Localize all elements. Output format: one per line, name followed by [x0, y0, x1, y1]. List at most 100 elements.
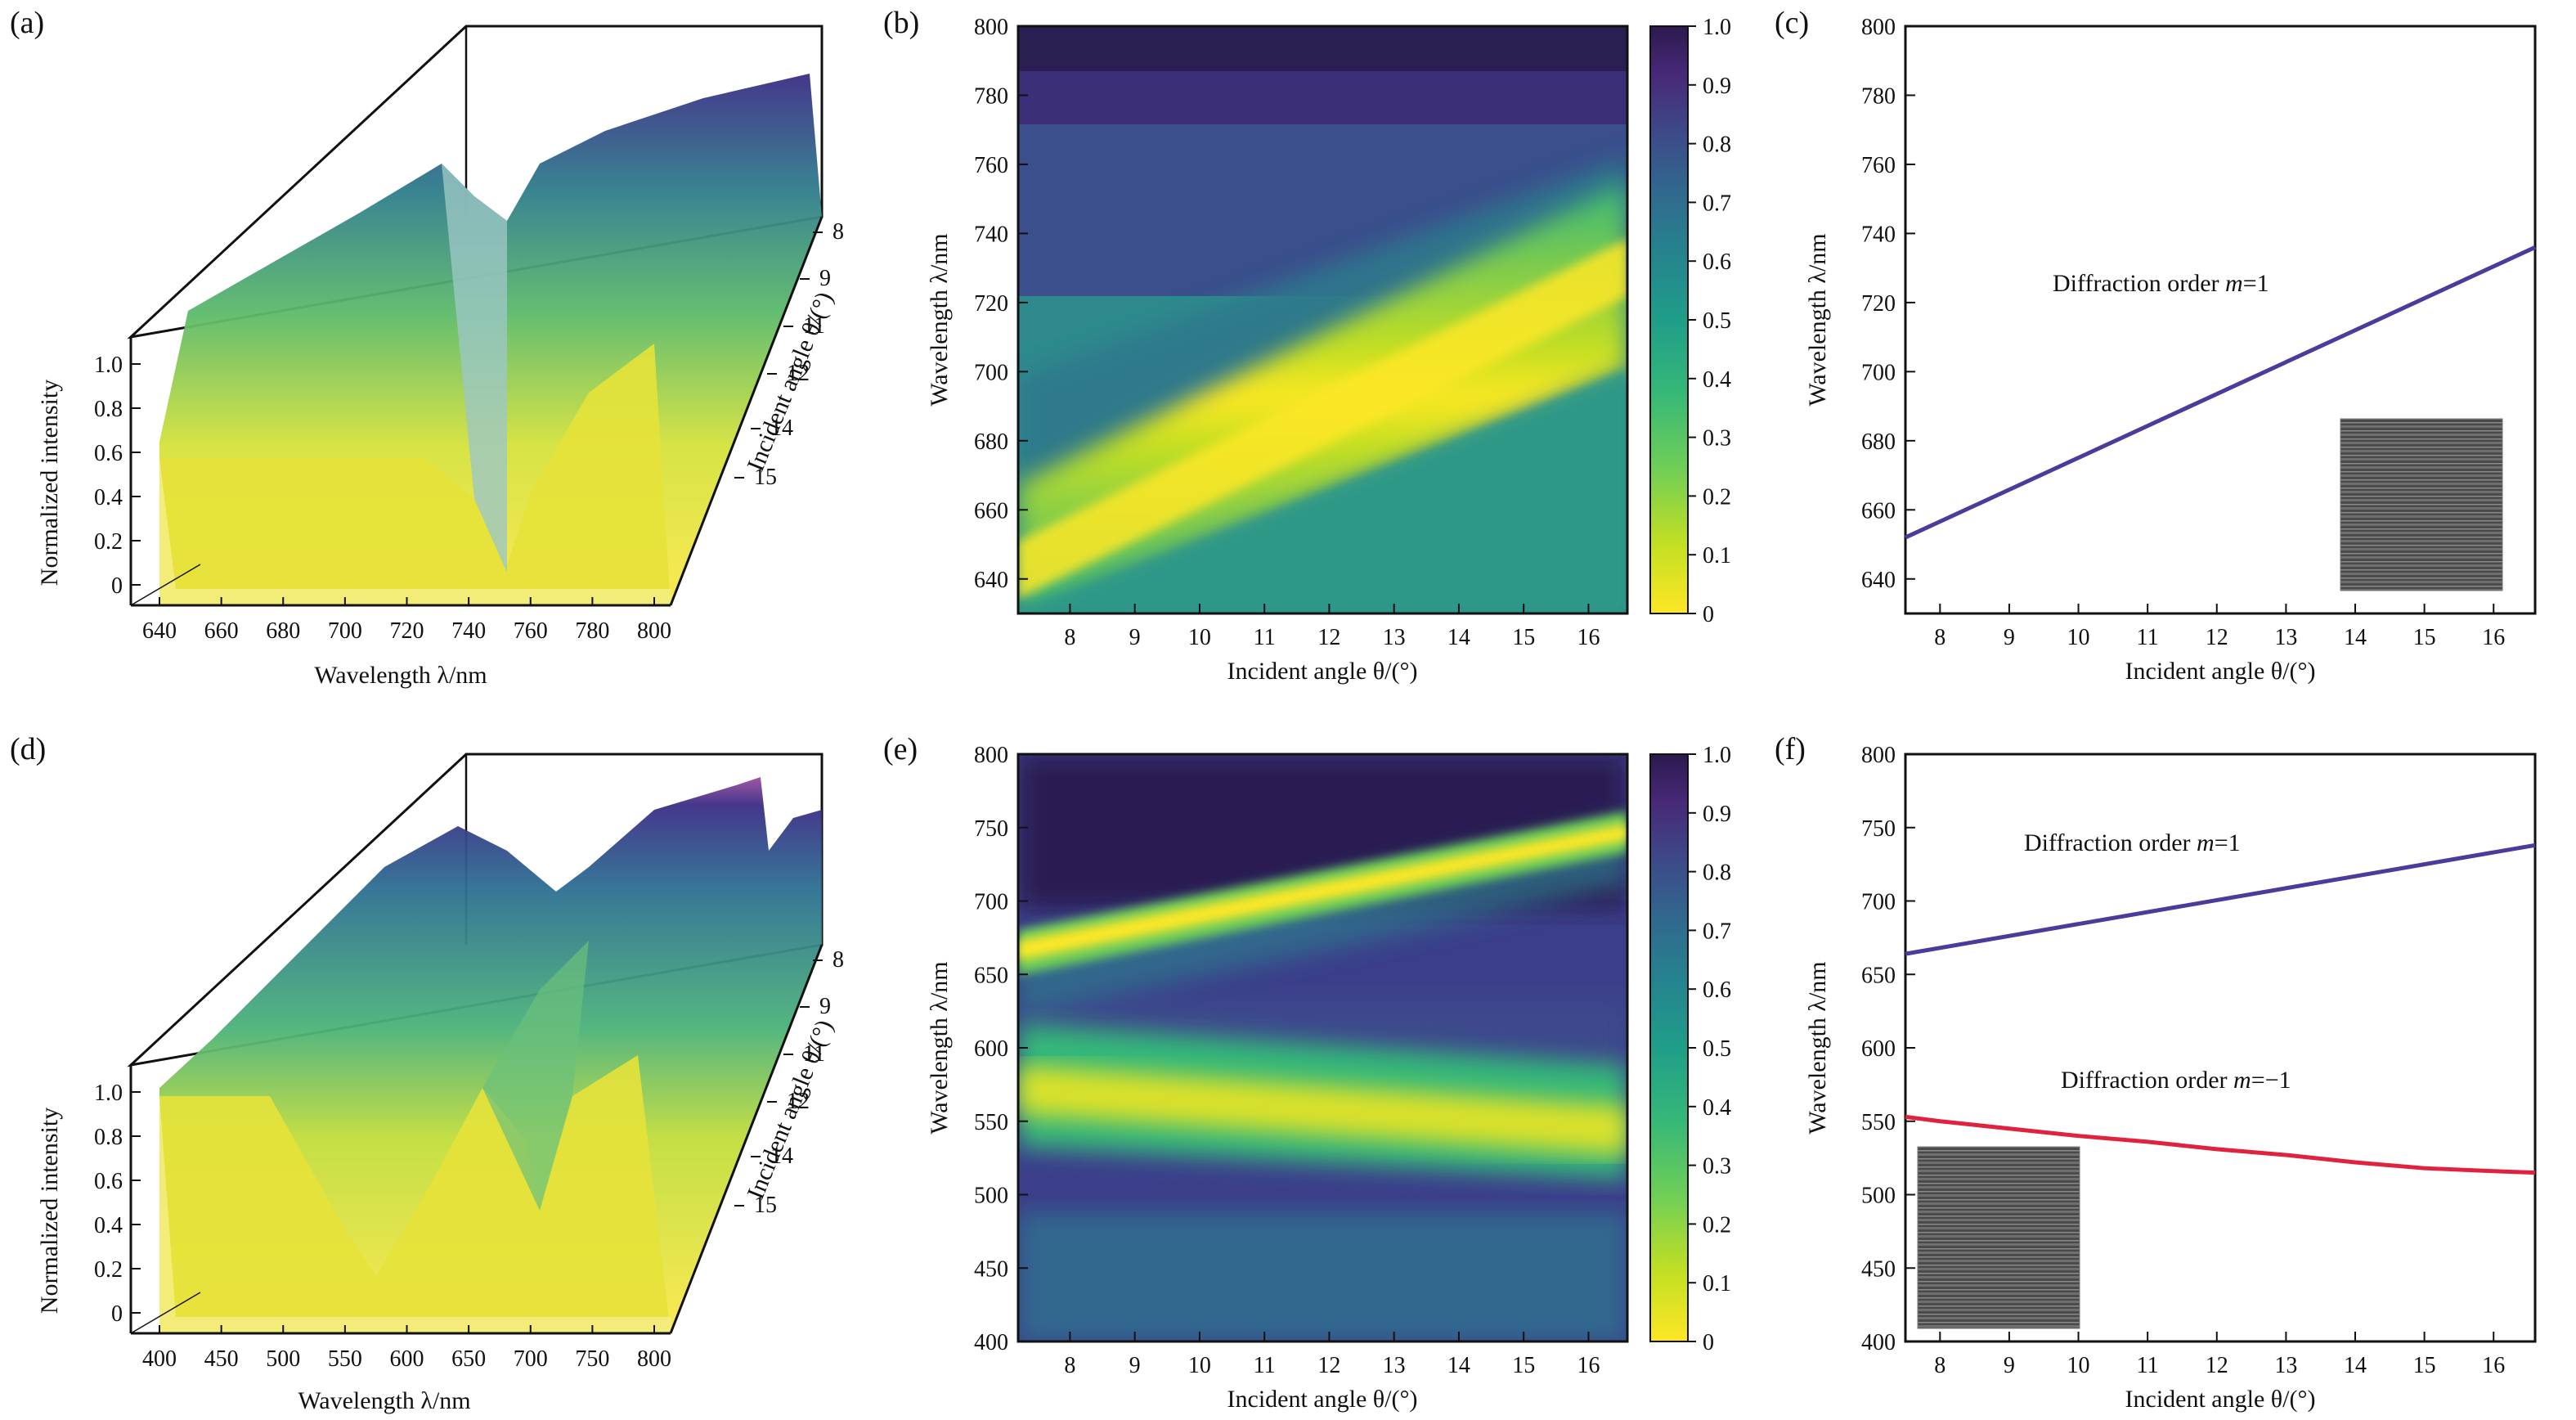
panel-label-d: (d) — [10, 732, 46, 766]
axis-b-x-ticks: 8 9 10 11 12 13 14 15 16 — [1064, 604, 1600, 650]
panel-label-e: (e) — [883, 732, 918, 766]
y-tick-label: 720 — [1861, 291, 1896, 317]
angle-tick-label: 15 — [754, 1193, 777, 1218]
axis-d-xlabel: Wavelength λ/nm — [298, 1387, 470, 1414]
x-tick-label: 600 — [390, 1346, 424, 1372]
y-tick-label: 700 — [974, 890, 1008, 915]
colorbar-tick-label: 0.5 — [1703, 308, 1731, 334]
x-tick-label: 13 — [2274, 625, 2297, 650]
annotation-f-m1: Diffraction order m=1 — [2024, 829, 2241, 856]
colorbar-tick-label: 0.5 — [1703, 1036, 1731, 1062]
x-tick-label: 15 — [2413, 1353, 2436, 1378]
y-tick-label: 500 — [1861, 1184, 1896, 1209]
x-tick-label: 700 — [514, 1346, 548, 1372]
x-tick-label: 8 — [1934, 625, 1945, 650]
angle-tick-label: 8 — [832, 947, 844, 973]
x-tick-label: 15 — [2413, 625, 2436, 650]
angle-tick-label: 9 — [819, 266, 831, 291]
y-tick-label: 680 — [974, 429, 1008, 455]
colorbar-tick-label: 0.3 — [1703, 426, 1731, 452]
x-tick-label: 760 — [514, 618, 548, 644]
angle-tick-label: 9 — [819, 994, 831, 1019]
panel-label-b: (b) — [883, 6, 919, 40]
x-tick-label: 12 — [2206, 625, 2228, 650]
axis-c-xlabel: Incident angle θ/(°) — [2125, 658, 2316, 685]
y-tick-label: 700 — [1861, 360, 1896, 385]
axis-a-ylabel: Normalized intensity — [36, 380, 63, 586]
colorbar-tick-label: 0.8 — [1703, 861, 1731, 886]
y-tick-label: 600 — [1861, 1036, 1896, 1062]
x-tick-label: 12 — [1317, 625, 1340, 650]
y-tick-label: 800 — [1861, 15, 1896, 40]
series-line-m1 — [1905, 843, 2536, 956]
y-tick-label: 0.6 — [94, 1169, 123, 1194]
colorbar-tick-label: 0.1 — [1703, 1271, 1731, 1296]
y-tick-label: 700 — [1861, 890, 1896, 915]
axis-d-ylabel: Normalized intensity — [36, 1108, 63, 1314]
y-tick-label: 740 — [1861, 222, 1896, 247]
axis-b-xlabel: Incident angle θ/(°) — [1227, 658, 1418, 685]
y-tick-label: 650 — [1861, 963, 1896, 988]
colorbar-tick-label: 0.3 — [1703, 1154, 1731, 1180]
axis-e-ylabel: Wavelength λ/nm — [926, 961, 953, 1134]
colorbar-tick-label: 0.4 — [1703, 367, 1731, 393]
x-tick-label: 500 — [266, 1346, 300, 1372]
x-tick-label: 10 — [2067, 625, 2090, 650]
y-tick-label: 450 — [1861, 1256, 1896, 1282]
y-tick-label: 0.8 — [94, 397, 123, 422]
y-tick-label: 0 — [111, 1301, 123, 1327]
x-tick-label: 13 — [1383, 1353, 1406, 1378]
panel-c: (c) 8 9 10 11 12 13 14 15 16 640 660 680 700 720 740 7… — [1775, 6, 2537, 685]
series-line-m-1 — [1905, 1114, 2536, 1175]
axis-e-y-ticks: 400 450 500 550 600 650 700 750 800 — [974, 743, 1028, 1355]
colorbar-b-ticks: 0 0.1 0.2 0.3 0.4 0.5 0.6 0.7 0.8 0.9 1.0 — [1688, 15, 1731, 627]
x-tick-label: 9 — [2004, 1353, 2015, 1378]
x-tick-label: 780 — [575, 618, 609, 644]
series-c — [1904, 245, 2537, 540]
axis-f-ylabel: Wavelength λ/nm — [1804, 961, 1831, 1134]
axis-d-y-ticks: 0 0.2 0.4 0.6 0.8 1.0 — [94, 1081, 141, 1327]
axis-f-x-ticks: 8 9 10 11 12 13 14 15 16 — [1934, 1332, 2505, 1378]
colorbar-e-ticks: 0 0.1 0.2 0.3 0.4 0.5 0.6 0.7 0.8 0.9 1.0 — [1688, 743, 1731, 1355]
x-tick-label: 15 — [1512, 625, 1535, 650]
panel-b: (b) 8 9 10 11 12 13 14 15 16 640 660 680 700 720 740 7… — [883, 6, 1731, 685]
x-tick-label: 680 — [266, 618, 300, 644]
y-tick-label: 640 — [974, 568, 1008, 593]
x-tick-label: 550 — [328, 1346, 362, 1372]
axis-a-xlabel: Wavelength λ/nm — [314, 662, 487, 689]
y-tick-label: 0 — [111, 573, 123, 599]
y-tick-label: 640 — [1861, 568, 1896, 593]
panel-label-f: (f) — [1775, 732, 1806, 766]
angle-tick-label: 8 — [832, 219, 844, 245]
x-tick-label: 720 — [390, 618, 424, 644]
panel-e: (e) 8 9 10 11 12 13 14 15 16 400 450 500 550 600 650 7… — [883, 732, 1731, 1413]
x-tick-label: 8 — [1934, 1353, 1945, 1378]
grating-image — [2340, 418, 2503, 591]
y-tick-label: 760 — [974, 153, 1008, 178]
angle-tick-label: 14 — [770, 416, 793, 441]
colorbar-tick-label: 1.0 — [1703, 743, 1731, 768]
annotation-f-m-1: Diffraction order m=−1 — [2061, 1067, 2291, 1094]
axis-d-angle-ticks: 89 11 12 14 15 — [734, 947, 844, 1218]
x-tick-label: 400 — [142, 1346, 177, 1372]
axis-b-y-ticks: 640 660 680 700 720 740 760 780 800 — [974, 15, 1028, 593]
axis-e-x-ticks: 8 9 10 11 12 13 14 15 16 — [1064, 1332, 1600, 1378]
x-tick-label: 740 — [451, 618, 486, 644]
x-tick-label: 13 — [2274, 1353, 2297, 1378]
x-tick-label: 10 — [1188, 1353, 1211, 1378]
y-tick-label: 500 — [974, 1184, 1008, 1209]
y-tick-label: 0.6 — [94, 441, 123, 466]
axis-f-y-ticks: 400 450 500 550 600 650 700 750 800 — [1861, 743, 1915, 1355]
colorbar-b — [1649, 25, 1689, 614]
heatmap-e — [1018, 754, 1627, 1341]
series-line-m1 — [1904, 245, 2537, 540]
y-tick-label: 0.8 — [94, 1125, 123, 1150]
x-tick-label: 660 — [204, 618, 239, 644]
colorbar-tick-label: 0.2 — [1703, 1212, 1731, 1238]
axis-c-x-ticks: 8 9 10 11 12 13 14 15 16 — [1934, 604, 2505, 650]
angle-tick-label: 11 — [803, 1041, 825, 1067]
x-tick-label: 12 — [2206, 1353, 2228, 1378]
x-tick-label: 10 — [1188, 625, 1211, 650]
y-tick-label: 700 — [974, 360, 1008, 385]
